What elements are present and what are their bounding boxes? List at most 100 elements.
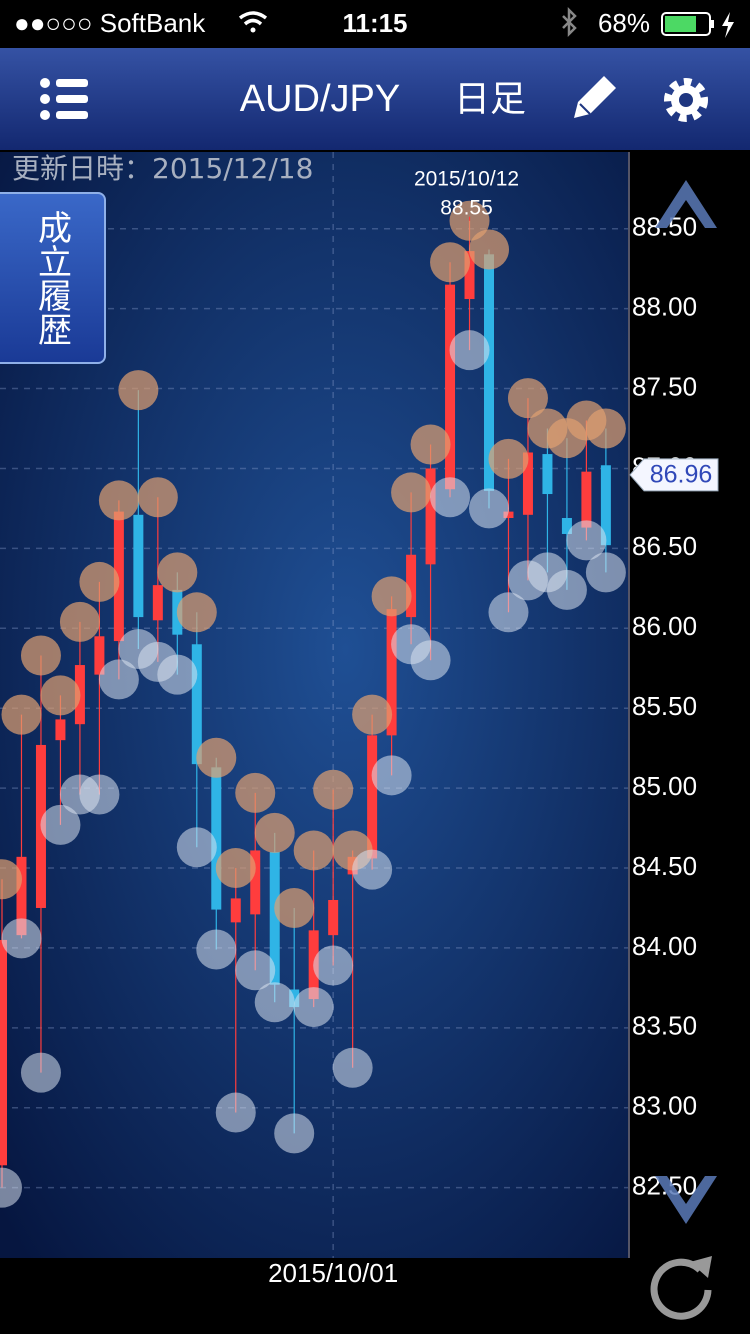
high-marker	[274, 887, 315, 928]
low-marker	[546, 569, 587, 610]
candle-body	[152, 585, 163, 621]
candle-body	[581, 471, 592, 528]
y-tick-label: 84.00	[632, 931, 697, 961]
y-tick-label: 86.50	[632, 531, 697, 561]
low-marker	[79, 774, 120, 815]
battery-percent: 68%	[598, 8, 650, 38]
low-marker	[254, 982, 295, 1023]
candle-body	[269, 852, 280, 985]
history-button[interactable]: 成立履歴	[0, 192, 106, 364]
high-marker	[254, 812, 295, 853]
low-marker	[40, 804, 81, 845]
high-marker	[430, 242, 471, 283]
y-tick-label: 85.00	[632, 771, 697, 801]
header	[0, 48, 750, 150]
low-marker	[332, 1047, 373, 1088]
candle-body	[113, 511, 124, 642]
candle-body	[600, 465, 611, 546]
low-marker	[1, 918, 42, 959]
low-marker	[469, 488, 509, 529]
annotation-date: 2015/10/12	[414, 167, 519, 190]
y-tick-label: 87.50	[632, 371, 697, 401]
low-marker	[352, 849, 393, 890]
low-marker	[566, 520, 607, 561]
candle-body	[561, 518, 572, 534]
menu-button[interactable]	[40, 78, 88, 120]
candle-body	[464, 251, 475, 300]
low-marker	[274, 1113, 315, 1154]
high-marker	[176, 592, 217, 633]
high-marker	[40, 675, 81, 716]
x-tick-label: 2015/10/01	[268, 1258, 398, 1288]
candle-body	[445, 284, 456, 490]
low-marker	[235, 950, 276, 991]
candle-body	[484, 254, 494, 491]
scroll-down-button[interactable]	[655, 1176, 717, 1224]
timeframe[interactable]: 日足	[454, 79, 526, 120]
y-tick-label: 83.00	[632, 1091, 697, 1121]
high-marker	[293, 830, 334, 871]
candle-body	[191, 644, 202, 765]
bluetooth-icon	[562, 6, 577, 38]
candle-body	[503, 511, 514, 519]
high-marker	[410, 424, 451, 465]
y-tick-label: 84.50	[632, 851, 697, 881]
price-tag	[629, 458, 719, 492]
status-bar	[0, 0, 750, 48]
high-marker	[352, 694, 393, 735]
high-marker	[118, 370, 159, 411]
candle-body	[522, 452, 533, 515]
candle-body	[55, 719, 66, 741]
y-tick-label: 83.50	[632, 1011, 697, 1041]
update-time: 更新日時：2015/12/18	[12, 152, 313, 185]
refresh-button[interactable]	[650, 1256, 712, 1320]
candle-body	[250, 850, 261, 915]
candle-body	[425, 468, 436, 565]
y-tick-label: 85.50	[632, 691, 697, 721]
candle-body	[230, 898, 241, 923]
high-marker	[79, 561, 120, 602]
high-marker	[196, 737, 237, 778]
scroll-up-button[interactable]	[655, 180, 717, 228]
low-marker	[215, 1092, 256, 1133]
low-marker	[449, 330, 490, 371]
pair-title[interactable]: AUD/JPY	[240, 78, 400, 120]
low-marker	[430, 477, 471, 518]
candle-body	[386, 609, 397, 736]
axis-line	[628, 152, 630, 1258]
annotation-value: 88.55	[440, 196, 493, 219]
high-marker	[215, 848, 256, 889]
edit-button[interactable]	[574, 76, 616, 118]
low-marker	[313, 945, 354, 986]
low-marker	[488, 592, 529, 633]
candle-body	[542, 454, 553, 495]
y-tick-label: 88.00	[632, 292, 697, 322]
candle-body	[328, 899, 339, 936]
candle-body	[16, 856, 27, 936]
high-marker	[391, 472, 432, 513]
price-tag-label: 86.96	[650, 460, 713, 488]
settings-button[interactable]	[664, 78, 708, 122]
low-marker	[20, 1052, 61, 1093]
low-marker	[157, 654, 198, 695]
low-marker	[410, 640, 451, 681]
high-marker	[585, 408, 626, 449]
candle-body	[0, 939, 7, 1166]
low-marker	[176, 827, 217, 868]
low-marker	[0, 1167, 22, 1208]
high-marker	[469, 229, 509, 270]
y-tick-label: 86.00	[632, 611, 697, 641]
high-marker	[507, 378, 548, 419]
high-marker	[371, 576, 412, 617]
high-marker	[313, 769, 354, 810]
high-marker	[235, 772, 276, 813]
candle-body	[406, 554, 417, 618]
carrier: ●●○○○ SoftBank	[14, 8, 206, 38]
high-marker	[488, 438, 529, 479]
candle-body	[211, 767, 222, 910]
high-marker	[157, 552, 198, 593]
low-marker	[196, 929, 237, 970]
high-marker	[20, 635, 61, 676]
battery-icon	[661, 12, 734, 38]
